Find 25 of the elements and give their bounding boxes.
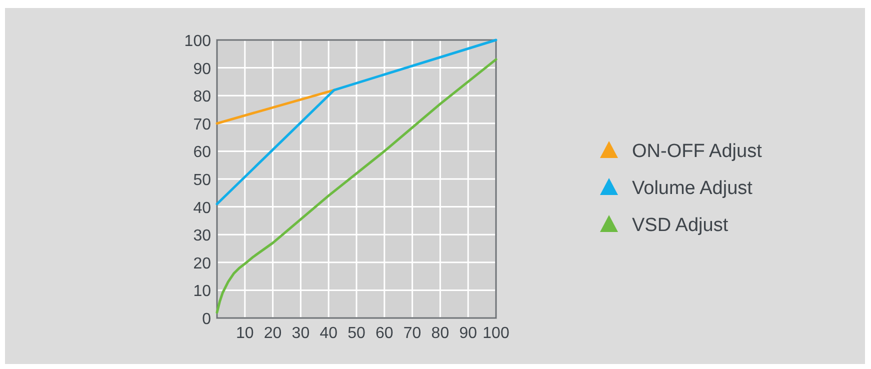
x-tick-label: 40 xyxy=(320,325,338,342)
x-tick-label: 60 xyxy=(376,325,394,342)
x-tick-label: 100 xyxy=(482,325,510,342)
x-tick-label: 10 xyxy=(236,325,254,342)
x-tick-label: 70 xyxy=(403,325,422,342)
x-tick-label: 20 xyxy=(264,325,282,342)
y-tick-label: 60 xyxy=(193,144,212,162)
y-tick-label: 70 xyxy=(193,116,212,134)
y-tick-label: 40 xyxy=(193,200,212,217)
x-tick-label: 50 xyxy=(348,325,366,342)
legend-label: Volume Adjust xyxy=(632,178,754,199)
y-tick-label: 100 xyxy=(184,33,212,50)
x-tick-label: 90 xyxy=(459,325,478,342)
y-tick-label: 90 xyxy=(193,60,212,78)
y-tick-label: 0 xyxy=(202,311,212,328)
y-tick-label: 50 xyxy=(193,172,212,189)
legend-label: VSD Adjust xyxy=(632,215,729,236)
x-tick-label: 30 xyxy=(292,325,310,342)
y-tick-label: 30 xyxy=(193,228,212,245)
legend-label: ON-OFF Adjust xyxy=(632,141,763,162)
x-tick-label: 80 xyxy=(431,325,450,342)
line-series xyxy=(216,58,498,314)
y-tick-label: 20 xyxy=(193,255,212,272)
y-tick-label: 10 xyxy=(193,283,212,300)
y-tick-label: 80 xyxy=(193,88,212,106)
